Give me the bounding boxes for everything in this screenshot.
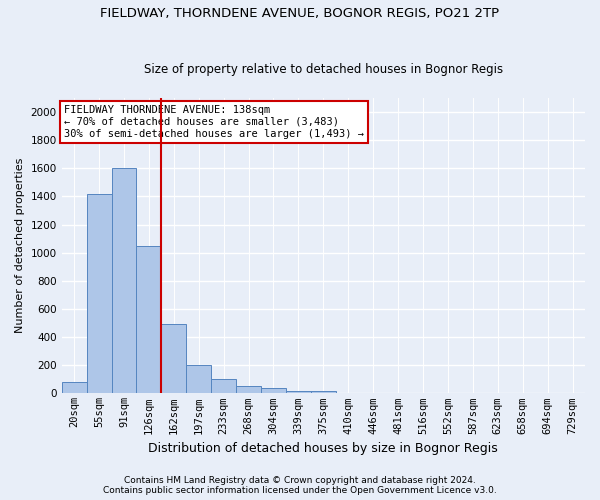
Text: FIELDWAY, THORNDENE AVENUE, BOGNOR REGIS, PO21 2TP: FIELDWAY, THORNDENE AVENUE, BOGNOR REGIS… xyxy=(100,8,500,20)
X-axis label: Distribution of detached houses by size in Bognor Regis: Distribution of detached houses by size … xyxy=(148,442,498,455)
Bar xyxy=(86,194,112,394)
Bar xyxy=(286,390,311,394)
Text: FIELDWAY THORNDENE AVENUE: 138sqm
← 70% of detached houses are smaller (3,483)
3: FIELDWAY THORNDENE AVENUE: 138sqm ← 70% … xyxy=(64,106,364,138)
Bar xyxy=(261,388,286,394)
Bar xyxy=(112,168,136,394)
Bar xyxy=(161,324,186,394)
Bar xyxy=(186,364,211,394)
Bar xyxy=(136,246,161,394)
Bar xyxy=(311,392,336,394)
Bar xyxy=(62,382,86,394)
Bar xyxy=(211,378,236,394)
Bar xyxy=(236,386,261,394)
Y-axis label: Number of detached properties: Number of detached properties xyxy=(15,158,25,334)
Title: Size of property relative to detached houses in Bognor Regis: Size of property relative to detached ho… xyxy=(144,63,503,76)
Text: Contains HM Land Registry data © Crown copyright and database right 2024.
Contai: Contains HM Land Registry data © Crown c… xyxy=(103,476,497,495)
